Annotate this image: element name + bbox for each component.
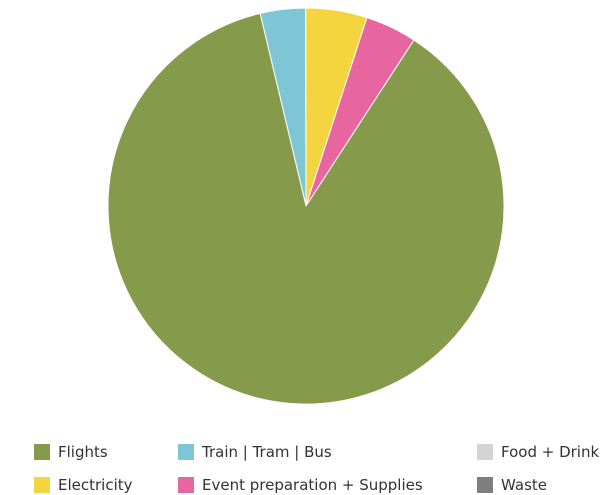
legend-item-electricity[interactable]: Electricity bbox=[34, 475, 133, 495]
legend-swatch bbox=[178, 444, 194, 460]
legend-item-event-preparation-supplies[interactable]: Event preparation + Supplies bbox=[178, 475, 423, 495]
legend-item-flights[interactable]: Flights bbox=[34, 442, 108, 462]
legend-label: Event preparation + Supplies bbox=[202, 476, 423, 494]
pie-chart bbox=[107, 7, 505, 405]
pie-slice-flights[interactable] bbox=[107, 12, 505, 405]
legend-swatch bbox=[34, 477, 50, 493]
legend-swatch bbox=[477, 477, 493, 493]
legend-label: Train | Tram | Bus bbox=[202, 443, 332, 461]
legend-label: Electricity bbox=[58, 476, 133, 494]
legend-swatch bbox=[34, 444, 50, 460]
legend-item-food-drink[interactable]: Food + Drink bbox=[477, 442, 599, 462]
legend-label: Waste bbox=[501, 476, 547, 494]
legend-swatch bbox=[178, 477, 194, 493]
legend-item-train-tram-bus[interactable]: Train | Tram | Bus bbox=[178, 442, 332, 462]
legend: Flights Train | Tram | Bus Food + Drink … bbox=[0, 430, 615, 495]
legend-label: Flights bbox=[58, 443, 108, 461]
legend-swatch bbox=[477, 444, 493, 460]
legend-label: Food + Drink bbox=[501, 443, 600, 461]
legend-item-waste[interactable]: Waste bbox=[477, 475, 547, 495]
